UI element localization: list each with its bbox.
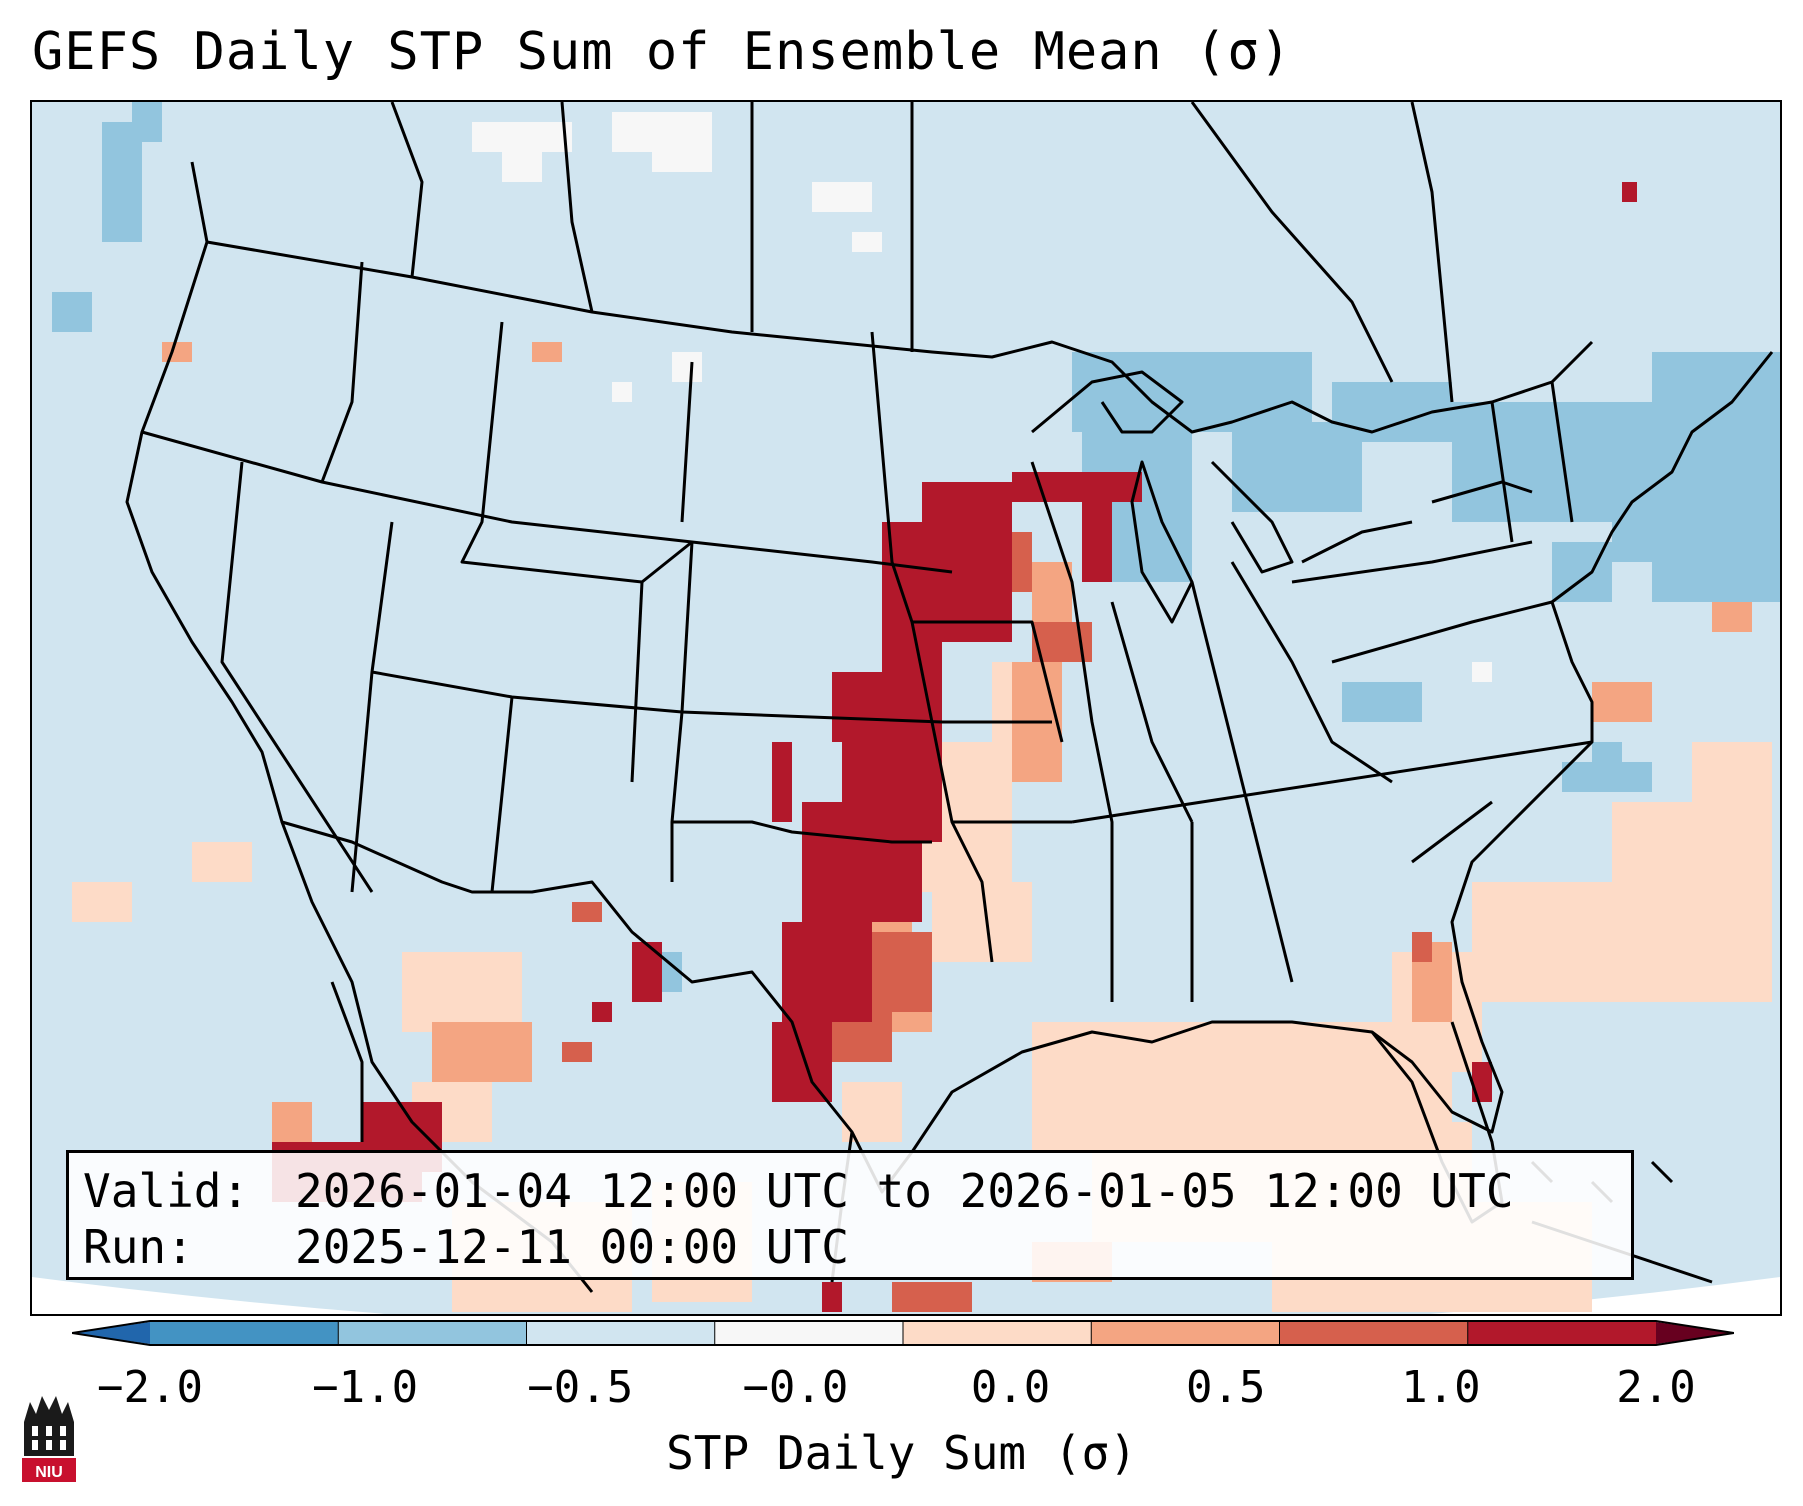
colorbar-segments	[150, 1321, 1657, 1345]
colorbar-segment	[1467, 1321, 1657, 1345]
valid-run-info-box: Valid: 2026-01-04 12:00 UTC to 2026-01-05…	[66, 1150, 1634, 1280]
run-value: 2025-12-11 00:00 UTC	[295, 1220, 849, 1274]
colorbar-title: STP Daily Sum (σ)	[666, 1426, 1137, 1480]
colorbar-segment	[1091, 1321, 1280, 1345]
colorbar-tick-label: −0.0	[742, 1362, 849, 1413]
colorbar-segment	[338, 1321, 527, 1345]
colorbar-tick-marks	[337, 1321, 1469, 1345]
great-lakes	[1031, 370, 1184, 434]
colorbar	[72, 1320, 1734, 1346]
colorbar-tick-label: −0.5	[527, 1362, 634, 1413]
run-row: Run: 2025-12-11 00:00 UTC	[83, 1219, 1617, 1275]
canada-border	[206, 240, 1594, 434]
valid-value: 2026-01-04 12:00 UTC to 2026-01-05 12:00…	[295, 1164, 1514, 1218]
logo-text: NIU	[35, 1464, 63, 1481]
valid-row: Valid: 2026-01-04 12:00 UTC to 2026-01-05…	[83, 1163, 1617, 1219]
colorbar-under-arrow	[72, 1322, 150, 1344]
valid-label: Valid:	[83, 1164, 250, 1218]
colorbar-tick-label: 0.0	[970, 1362, 1051, 1413]
map-panel[interactable]	[30, 100, 1782, 1316]
colorbar-tick-label: 0.5	[1185, 1362, 1266, 1413]
colorbar-segment	[714, 1321, 904, 1345]
colorbar-segment	[1279, 1321, 1469, 1345]
colorbar-tick-label: −1.0	[312, 1362, 419, 1413]
colorbar-tick-label: −2.0	[97, 1362, 203, 1413]
near-zero-regions	[472, 112, 1492, 682]
map-title: GEFS Daily STP Sum of Ensemble Mean (σ)	[32, 22, 1292, 82]
niu-logo: NIU	[22, 1396, 76, 1482]
colorbar-segment	[150, 1321, 339, 1345]
colorbar-over-arrow	[1656, 1322, 1734, 1344]
colorbar-outline	[72, 1320, 1734, 1346]
run-label: Run:	[83, 1220, 194, 1274]
colorbar-segment	[903, 1321, 1092, 1345]
political-boundaries	[125, 102, 1774, 1293]
map-canvas	[32, 102, 1780, 1314]
us-outline	[125, 161, 1774, 1194]
colorbar-tick-label: 1.0	[1401, 1362, 1481, 1413]
colorbar-segment	[526, 1321, 716, 1345]
negative-anomaly-regions	[52, 102, 1780, 992]
colorbar-tick-label: 2.0	[1616, 1362, 1696, 1413]
